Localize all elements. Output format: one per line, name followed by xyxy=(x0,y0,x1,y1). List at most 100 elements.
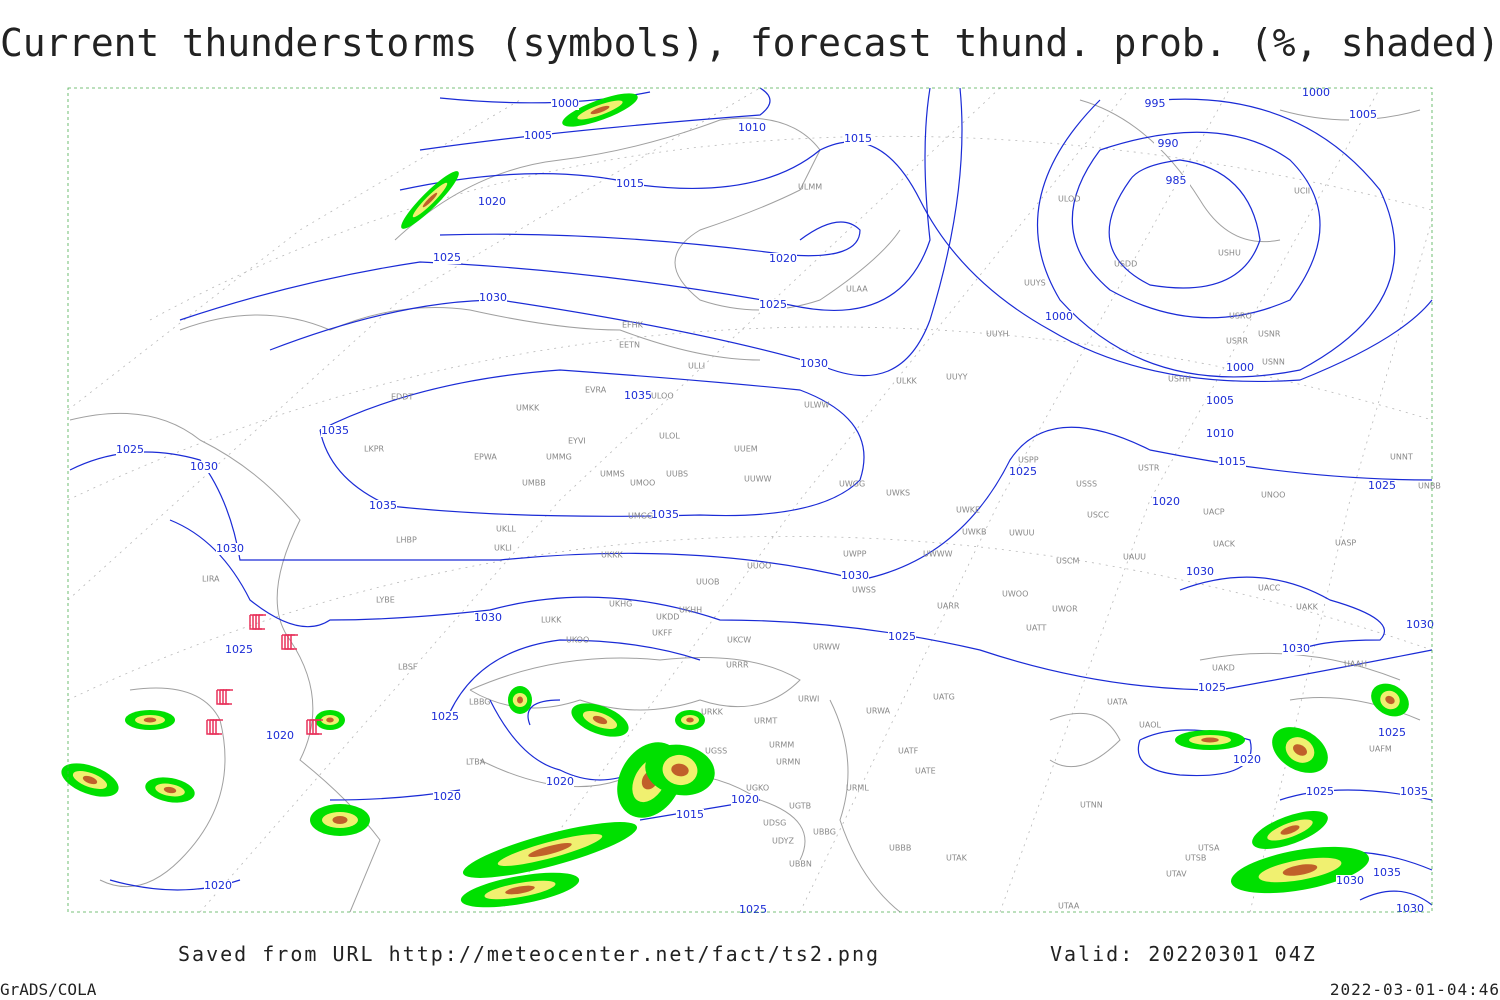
isobar-label-bg xyxy=(1198,682,1226,694)
isobar-label: 1000 xyxy=(1045,310,1073,323)
isobar-label-bg xyxy=(651,509,679,521)
prob-shade-high xyxy=(528,843,572,857)
isobar-label: 1020 xyxy=(1233,753,1261,766)
isobar-label: 1000 xyxy=(551,97,579,110)
station-code: USCC xyxy=(1087,511,1110,520)
station-code: UUOO xyxy=(747,562,771,571)
prob-shade-high xyxy=(671,763,689,777)
station-code: UKDD xyxy=(656,613,679,622)
isobar-label: 1005 xyxy=(524,129,552,142)
isobar-label: 1025 xyxy=(1378,726,1406,739)
prob-shade-high xyxy=(326,717,334,723)
isobar-label: 1015 xyxy=(1218,455,1246,468)
prob-shade-high xyxy=(82,775,98,785)
isobar-label-bg xyxy=(624,390,652,402)
station-code: UWUU xyxy=(1009,529,1035,538)
station-code: UACK xyxy=(1213,540,1236,549)
isobar-label: 1025 xyxy=(116,443,144,456)
isobar-label: 1020 xyxy=(546,775,574,788)
station-code: UATE xyxy=(915,767,936,776)
station-code: UAOL xyxy=(1139,721,1161,730)
isobar-label-bg xyxy=(844,133,872,145)
isobar-label-bg xyxy=(190,461,218,473)
isobar-label-bg xyxy=(759,299,787,311)
station-code: UUOB xyxy=(696,578,720,587)
isobar-label: 1030 xyxy=(1406,618,1434,631)
valid-time: Valid: 20220301 04Z xyxy=(1050,942,1317,966)
isobar-label-bg xyxy=(1009,466,1037,478)
isobar-label: 1030 xyxy=(1186,565,1214,578)
station-code: UKLI xyxy=(494,544,512,553)
station-code: UNBB xyxy=(1418,482,1441,491)
isobar-label: 1030 xyxy=(800,357,828,370)
station-code: UAUU xyxy=(1123,553,1146,562)
station-code: UCII xyxy=(1294,187,1310,196)
isobar-label: 985 xyxy=(1166,174,1187,187)
isobar-label: 1035 xyxy=(1400,785,1428,798)
isobar-label-bg xyxy=(551,98,579,110)
station-code: LUKK xyxy=(541,616,562,625)
isobar-label-bg xyxy=(1186,566,1214,578)
station-code: EDDT xyxy=(391,393,413,402)
isobar-label: 1035 xyxy=(369,499,397,512)
station-code: UTNN xyxy=(1080,801,1103,810)
isobar-label-bg xyxy=(1162,175,1190,187)
station-code: UUYY xyxy=(946,373,968,382)
isobar-label: 1020 xyxy=(266,729,294,742)
prob-shade-high xyxy=(505,885,535,895)
isobar-label-bg xyxy=(225,644,253,656)
station-code: EVRA xyxy=(585,386,607,395)
station-code: EETN xyxy=(619,341,640,350)
isobar-label-bg xyxy=(676,809,704,821)
isobar-label-bg xyxy=(769,253,797,265)
isobar-label: 1025 xyxy=(739,903,767,916)
station-code: USHU xyxy=(1218,249,1241,258)
station-code: UWOO xyxy=(1002,590,1028,599)
station-code: UBBB xyxy=(889,844,911,853)
station-code: UKCW xyxy=(727,636,751,645)
isobar-label: 1020 xyxy=(769,252,797,265)
station-code: UMOO xyxy=(630,479,655,488)
isobar-label: 1000 xyxy=(1302,86,1330,99)
station-code: URRR xyxy=(726,661,749,670)
station-code: URMT xyxy=(754,717,777,726)
station-code: UKHG xyxy=(609,600,632,609)
isobar-label: 1015 xyxy=(844,132,872,145)
isobar-label: 1025 xyxy=(225,643,253,656)
station-code: USTR xyxy=(1138,464,1160,473)
source-url: Saved from URL http://meteocenter.net/fa… xyxy=(178,942,880,966)
isobar-label: 1015 xyxy=(676,808,704,821)
map-frame xyxy=(67,87,1433,913)
station-code: LHBP xyxy=(396,536,417,545)
station-code: UATG xyxy=(933,693,955,702)
station-code: USDD xyxy=(1114,260,1137,269)
station-code: UAKK xyxy=(1296,603,1319,612)
station-code: LBBG xyxy=(469,698,491,707)
isobar-label: 1025 xyxy=(759,298,787,311)
station-code: URKK xyxy=(701,708,724,717)
isobar-label-bg xyxy=(433,252,461,264)
isobar-label-bg xyxy=(739,904,767,916)
station-code: UNOO xyxy=(1261,491,1285,500)
graticule xyxy=(67,87,1433,913)
station-code: UAKD xyxy=(1212,664,1235,673)
probability-shading xyxy=(61,93,1409,908)
station-code: UTSB xyxy=(1185,854,1206,863)
station-code: USCM xyxy=(1056,557,1080,566)
station-code: UACC xyxy=(1258,584,1281,593)
station-code: URMN xyxy=(776,758,800,767)
station-code: UBBG xyxy=(813,828,836,837)
isobar-label: 1025 xyxy=(1368,479,1396,492)
station-code: UGSS xyxy=(705,747,727,756)
isobar-label-bg xyxy=(431,711,459,723)
station-code: UATT xyxy=(1026,624,1046,633)
isobar-label-bg xyxy=(731,794,759,806)
map-title: Current thunderstorms (symbols), forecas… xyxy=(0,21,1500,65)
isobar-label-bg xyxy=(116,444,144,456)
isobar-label: 1025 xyxy=(1009,465,1037,478)
station-code: ULLI xyxy=(688,362,705,371)
isobar-label: 1030 xyxy=(1336,874,1364,887)
station-code: UMMS xyxy=(600,470,625,479)
isobar-label-bg xyxy=(321,425,349,437)
